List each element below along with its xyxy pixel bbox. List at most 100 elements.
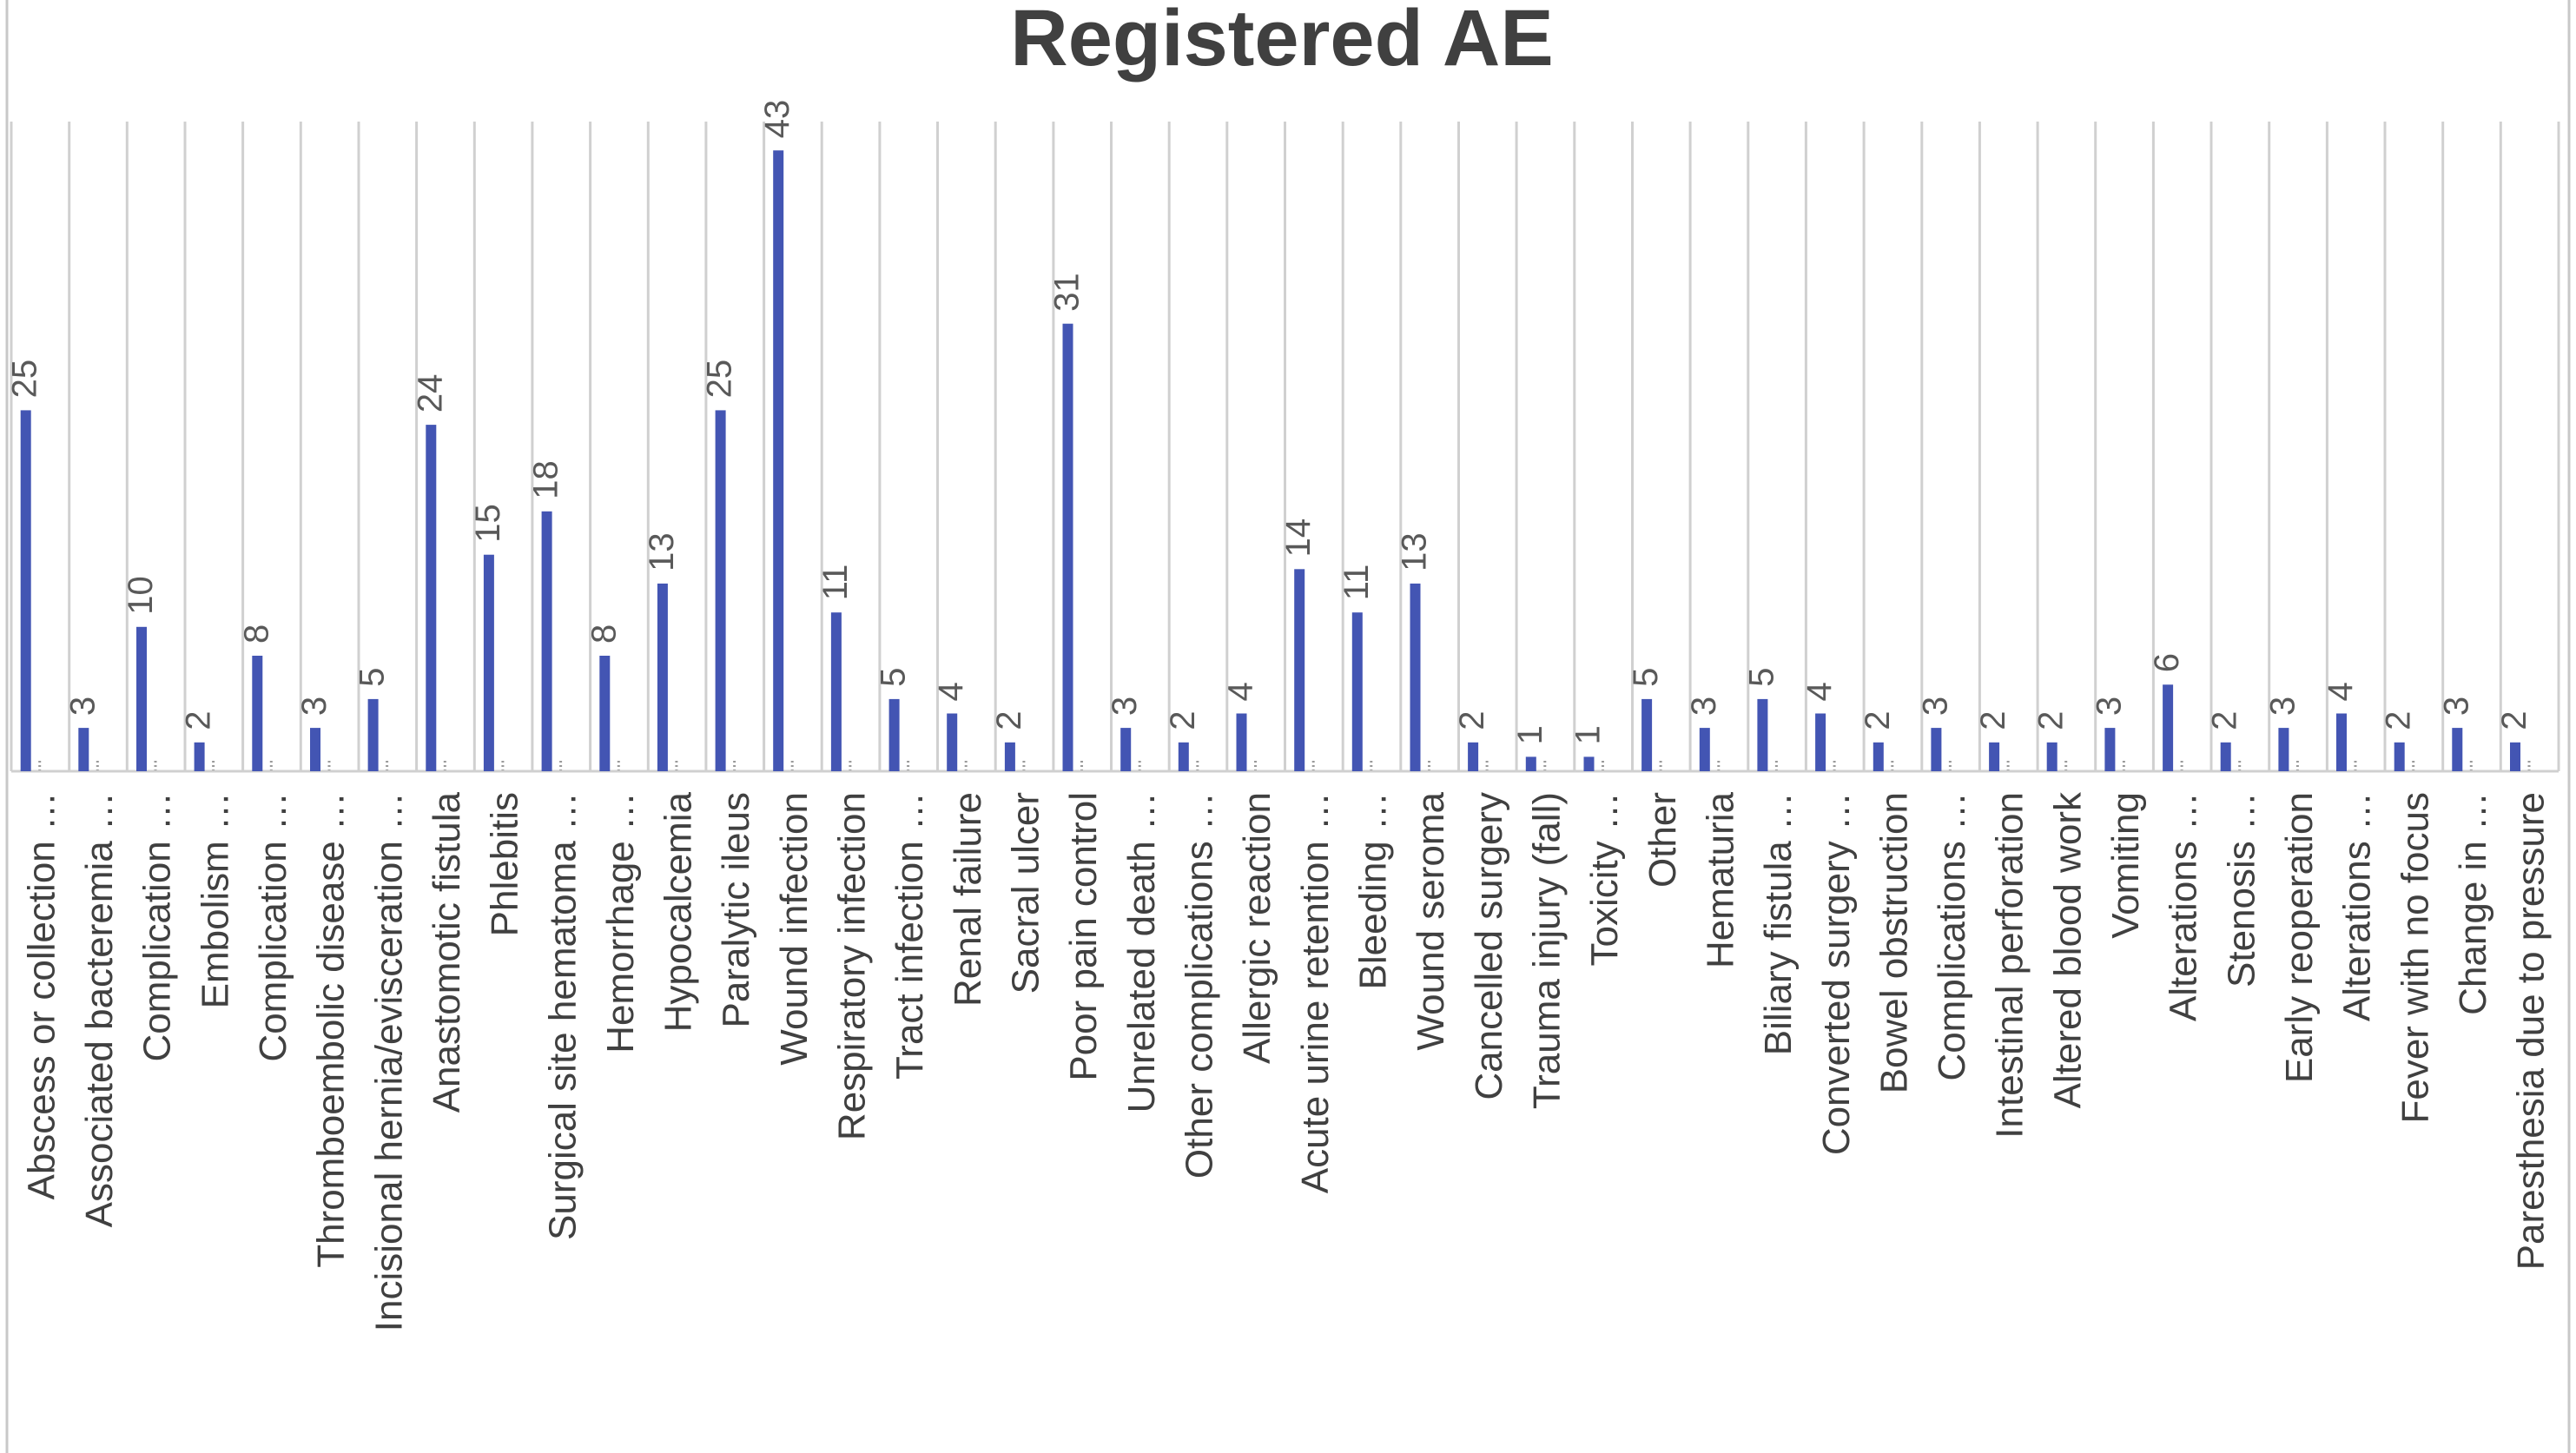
bar — [252, 656, 263, 771]
category-label: Acute urine retention … — [1294, 792, 1337, 1193]
bar — [367, 698, 379, 771]
category-label: Surgical site hematoma … — [541, 792, 584, 1240]
data-label: 2 — [1453, 711, 1491, 730]
data-label: 10 — [122, 576, 160, 615]
bar — [1236, 713, 1247, 771]
data-label: 14 — [1279, 518, 1318, 558]
category-label: Anastomotic fistula — [426, 791, 468, 1113]
category-label: Complication … — [136, 792, 179, 1062]
category-label: Alterations … — [2336, 792, 2379, 1021]
category-label: Respiratory infection — [831, 792, 874, 1140]
bar — [2510, 742, 2520, 771]
bar — [1410, 583, 1421, 771]
bar — [2046, 742, 2057, 771]
data-label: 2 — [990, 711, 1028, 730]
data-label: 15 — [469, 504, 507, 543]
category-label: Hemorrhage … — [599, 792, 642, 1053]
bar — [715, 410, 726, 771]
data-label: 3 — [1106, 697, 1144, 716]
category-label: Incisional hernia/evisceration … — [367, 792, 410, 1331]
category-label: Thromboembolic disease … — [310, 792, 353, 1268]
bar — [2336, 713, 2347, 771]
category-label: Bleeding … — [1352, 792, 1395, 989]
category-labels: Abscess or collection … Associated bacter… — [20, 791, 2552, 1331]
bar — [1062, 323, 1073, 771]
bar — [888, 698, 900, 771]
category-label: Poor pain control — [1062, 792, 1105, 1081]
data-label: 11 — [816, 565, 855, 601]
category-label: Toxicity … — [1583, 792, 1626, 966]
category-label: Cancelled surgery — [1468, 792, 1510, 1100]
data-label: 5 — [353, 668, 392, 687]
bars — [20, 150, 2531, 771]
data-label: 11 — [1338, 565, 1376, 601]
category-label: Biliary fistula … — [1757, 792, 1800, 1055]
bar — [773, 150, 784, 771]
data-label: 5 — [1627, 668, 1665, 687]
category-label: Alterations … — [2163, 792, 2205, 1021]
bar — [1699, 728, 1710, 771]
category-label: Sacral ulcer — [1005, 792, 1047, 994]
category-label: Hematuria — [1699, 791, 1741, 968]
data-label: 13 — [1396, 532, 1434, 571]
data-label: 4 — [2322, 682, 2360, 701]
category-label: Paralytic ileus — [715, 792, 757, 1027]
data-label: 3 — [2263, 697, 2302, 716]
data-label: 5 — [875, 668, 913, 687]
category-label: Trauma injury (fall) — [1526, 792, 1569, 1109]
data-label: 2 — [1164, 711, 1202, 730]
data-label: 8 — [585, 624, 623, 644]
data-label: 31 — [1048, 273, 1087, 312]
bar — [426, 425, 437, 771]
data-label: 3 — [1916, 697, 1954, 716]
data-label: 3 — [2090, 697, 2128, 716]
category-label: Wound infection — [773, 792, 816, 1066]
bar — [830, 612, 842, 771]
data-label: 1 — [1511, 725, 1549, 744]
data-label: 25 — [6, 360, 44, 399]
data-label: 2 — [2206, 711, 2244, 730]
category-label: Paresthesia due to pressure — [2510, 792, 2553, 1270]
bar — [136, 626, 147, 771]
category-label: Renal failure — [947, 792, 989, 1007]
bar — [1583, 756, 1595, 771]
data-label: 18 — [527, 460, 565, 499]
data-label: 8 — [237, 624, 275, 644]
bar — [2220, 742, 2231, 771]
bar — [1757, 698, 1768, 771]
bar — [2163, 684, 2174, 771]
bar — [1815, 713, 1826, 771]
bar — [20, 410, 31, 771]
category-label: Intestinal perforation — [1989, 792, 2031, 1139]
data-label: 2 — [180, 711, 218, 730]
bar — [2394, 742, 2405, 771]
data-label: 2 — [1859, 711, 1897, 730]
category-label: Fever with no focus — [2394, 792, 2436, 1124]
bar — [947, 713, 958, 771]
data-label: 4 — [1800, 682, 1839, 701]
category-label: Unrelated death … — [1120, 792, 1163, 1113]
data-label: 2 — [2495, 711, 2533, 730]
data-label: 2 — [1974, 711, 2012, 730]
data-labels: 2531028352415188132543115423132414111321… — [6, 100, 2533, 745]
data-label: 24 — [411, 374, 449, 413]
bar — [1989, 742, 2000, 771]
bar — [483, 554, 494, 771]
data-label: 2 — [2380, 711, 2418, 730]
data-label: 4 — [932, 682, 970, 701]
bar — [1351, 612, 1363, 771]
data-label: 6 — [2148, 653, 2186, 672]
category-label: Bowel obstruction — [1873, 792, 1915, 1093]
category-label: Other complications … — [1179, 792, 1221, 1179]
bar — [599, 656, 611, 771]
bar — [1178, 742, 1189, 771]
data-label: 1 — [1569, 725, 1608, 744]
category-label: Complications … — [1931, 792, 1973, 1081]
category-label: Phlebitis — [484, 792, 526, 936]
bar — [1294, 569, 1305, 771]
category-label: Altered blood work — [2046, 791, 2089, 1108]
category-label: Tract infection … — [888, 792, 931, 1080]
bar — [2104, 728, 2116, 771]
category-label: Vomiting — [2104, 792, 2147, 939]
category-label: Hypocalcemia — [657, 791, 700, 1032]
